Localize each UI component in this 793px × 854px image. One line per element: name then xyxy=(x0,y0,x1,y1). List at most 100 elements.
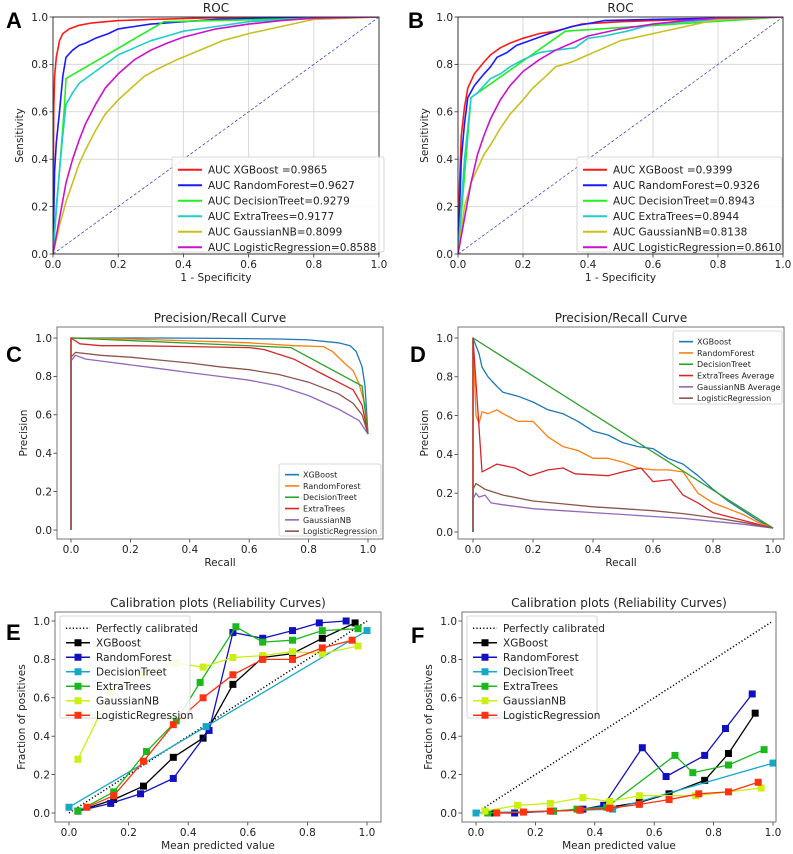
series-line-randomforest xyxy=(77,620,347,812)
x-axis-label: Recall xyxy=(605,557,636,569)
plot-area xyxy=(472,620,776,817)
data-point xyxy=(671,751,679,759)
data-point xyxy=(354,625,362,633)
panel-letter: D xyxy=(410,342,426,367)
data-point xyxy=(205,726,213,734)
chart-title: Calibration plots (Reliability Curves) xyxy=(110,596,326,610)
chart-title: Precision/Recall Curve xyxy=(555,311,688,325)
legend-label: AUC ExtraTrees=0.9177 xyxy=(208,211,334,223)
plot-area xyxy=(53,17,379,254)
chart-title: Calibration plots (Reliability Curves) xyxy=(511,596,727,610)
panel-letter: B xyxy=(408,8,424,33)
data-point xyxy=(546,799,554,807)
axes-frame xyxy=(52,16,380,255)
legend-label: AUC GaussianNB=0.8138 xyxy=(613,227,747,239)
legend: Perfectly calibrated XGBoost RandomForest D… xyxy=(466,615,605,722)
panel-letter: E xyxy=(6,620,21,645)
legend-box xyxy=(576,156,783,253)
data-point xyxy=(259,652,267,660)
legend-label: AUC GaussianNB=0.8099 xyxy=(208,227,342,239)
y-tick-label: 0.0 xyxy=(436,249,453,261)
legend-marker xyxy=(74,639,82,647)
chart-title: Precision/Recall Curve xyxy=(154,311,287,325)
panel-letter: A xyxy=(6,8,22,33)
y-tick-label: 0.4 xyxy=(440,731,457,743)
y-tick-label: 0.4 xyxy=(31,154,48,166)
legend-label: ExtraTrees xyxy=(503,681,558,693)
data-point xyxy=(172,717,180,725)
x-tick-label: 0.2 xyxy=(527,827,544,839)
y-tick-label: 0.4 xyxy=(436,154,453,166)
x-tick-label: 1.0 xyxy=(371,259,388,271)
data-point xyxy=(724,749,732,757)
y-tick-label: 0.0 xyxy=(35,525,52,537)
x-tick-label: 0.6 xyxy=(646,827,663,839)
legend-marker xyxy=(74,668,82,676)
data-point xyxy=(202,723,210,731)
axes-frame xyxy=(54,611,382,823)
legend-marker xyxy=(481,668,489,676)
data-point xyxy=(754,778,762,786)
data-point xyxy=(289,648,296,656)
plot-area xyxy=(70,337,369,530)
y-tick-label: 1.0 xyxy=(440,616,457,628)
legend-label: ExtraTrees xyxy=(96,681,151,693)
legend-label: RandomForest xyxy=(96,652,172,664)
data-point xyxy=(546,807,554,815)
data-point xyxy=(315,619,323,627)
x-axis-label: Mean predicted value xyxy=(562,840,676,852)
series-line-extratrees xyxy=(70,337,369,530)
x-tick-label: 0.8 xyxy=(710,259,727,271)
y-tick-label: 1.0 xyxy=(33,616,50,628)
x-tick-label: 0.2 xyxy=(515,259,532,271)
x-tick-label: 1.0 xyxy=(775,259,792,271)
data-point xyxy=(65,803,73,811)
series-line-logisticregression xyxy=(86,639,353,808)
y-tick-label: 0.8 xyxy=(33,654,50,666)
x-tick-label: 0.6 xyxy=(645,544,662,556)
data-point xyxy=(140,757,147,765)
series-line-auc-decisiontreet- xyxy=(458,17,783,254)
series-line-auc-extratrees- xyxy=(53,17,379,254)
panel-e-calibration: E Calibration plots (Reliability Curves) 0… xyxy=(6,596,382,852)
x-tick-label: 0.6 xyxy=(239,827,256,839)
data-point xyxy=(169,774,177,782)
data-point xyxy=(701,776,709,784)
y-tick-label: 0.0 xyxy=(33,808,50,820)
x-tick-label: 0.6 xyxy=(645,259,662,271)
legend-box xyxy=(278,463,382,537)
legend-label: GaussianNB xyxy=(303,516,351,525)
y-tick-label: 0.0 xyxy=(440,808,457,820)
legend-label: DecisionTreet xyxy=(697,360,751,369)
series-line-auc-xgboost- xyxy=(53,17,379,254)
x-tick-label: 0.2 xyxy=(525,544,542,556)
y-tick-label: 1.0 xyxy=(436,12,453,24)
data-point xyxy=(142,748,150,756)
data-point xyxy=(107,799,115,807)
y-tick-label: 0.0 xyxy=(31,249,48,261)
legend: Perfectly calibrated XGBoost RandomForest D… xyxy=(59,615,198,722)
x-tick-label: 0.6 xyxy=(241,544,258,556)
data-point xyxy=(481,807,489,815)
data-point xyxy=(724,788,732,796)
legend-label: AUC ExtraTrees=0.8944 xyxy=(613,211,739,223)
legend-label: AUC LogisticRegression=0.8610 xyxy=(613,242,781,254)
series-line-xgboost xyxy=(490,712,756,814)
data-point xyxy=(318,627,326,635)
data-point xyxy=(579,794,587,802)
x-axis-label: 1 - Specificity xyxy=(180,272,251,284)
legend-marker xyxy=(74,653,82,661)
legend-label: Perfectly calibrated xyxy=(96,623,198,635)
legend-marker xyxy=(481,639,489,647)
data-point xyxy=(757,784,765,792)
y-tick-label: 0.2 xyxy=(436,201,453,213)
series-line-gaussiannb-average xyxy=(472,492,774,532)
data-point xyxy=(74,755,82,763)
data-point xyxy=(701,751,709,759)
legend-label: AUC RandomForest=0.9326 xyxy=(613,180,760,192)
legend-marker xyxy=(481,697,489,705)
data-point xyxy=(363,627,371,635)
x-tick-label: 0.8 xyxy=(299,827,316,839)
data-point xyxy=(638,744,646,752)
legend-label: DecisionTreet xyxy=(503,667,574,679)
